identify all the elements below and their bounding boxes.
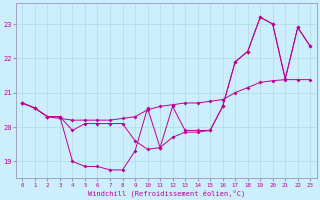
- X-axis label: Windchill (Refroidissement éolien,°C): Windchill (Refroidissement éolien,°C): [88, 189, 245, 197]
